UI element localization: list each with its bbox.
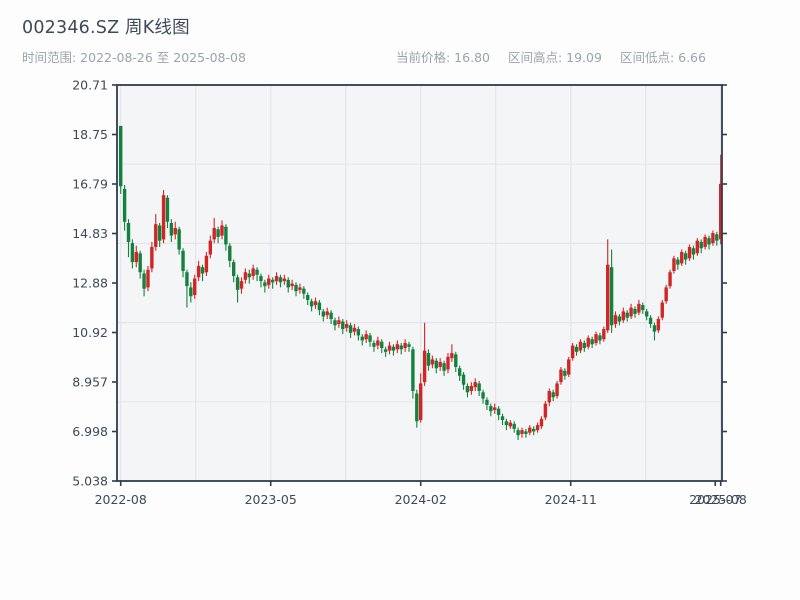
svg-text:18.75: 18.75 xyxy=(72,127,108,142)
chart-title: 002346.SZ 周K线图 xyxy=(22,18,190,38)
svg-text:12.88: 12.88 xyxy=(72,276,108,291)
range-low-stat: 区间低点: 6.66 xyxy=(619,50,706,65)
svg-text:2024-11: 2024-11 xyxy=(545,492,597,507)
svg-text:8.957: 8.957 xyxy=(72,375,108,390)
svg-text:2025-07: 2025-07 xyxy=(689,492,741,507)
svg-text:6.998: 6.998 xyxy=(72,424,108,439)
svg-text:16.79: 16.79 xyxy=(72,177,108,192)
svg-text:2025-08: 2025-08 xyxy=(695,492,747,507)
current-price-stat: 当前价格: 16.80 xyxy=(396,50,490,65)
svg-text:5.038: 5.038 xyxy=(72,474,108,489)
svg-text:2022-08: 2022-08 xyxy=(95,492,147,507)
range-high-stat: 区间高点: 19.09 xyxy=(507,50,602,65)
svg-text:10.92: 10.92 xyxy=(72,325,108,340)
svg-text:2023-05: 2023-05 xyxy=(245,492,297,507)
svg-text:14.83: 14.83 xyxy=(72,226,108,241)
price-stats: 当前价格: 16.80 区间高点: 19.09 区间低点: 6.66 xyxy=(396,47,720,66)
svg-text:20.71: 20.71 xyxy=(72,78,108,93)
date-range-label: 时间范围: 2022-08-26 至 2025-08-08 xyxy=(22,50,246,65)
svg-text:2024-02: 2024-02 xyxy=(395,492,447,507)
